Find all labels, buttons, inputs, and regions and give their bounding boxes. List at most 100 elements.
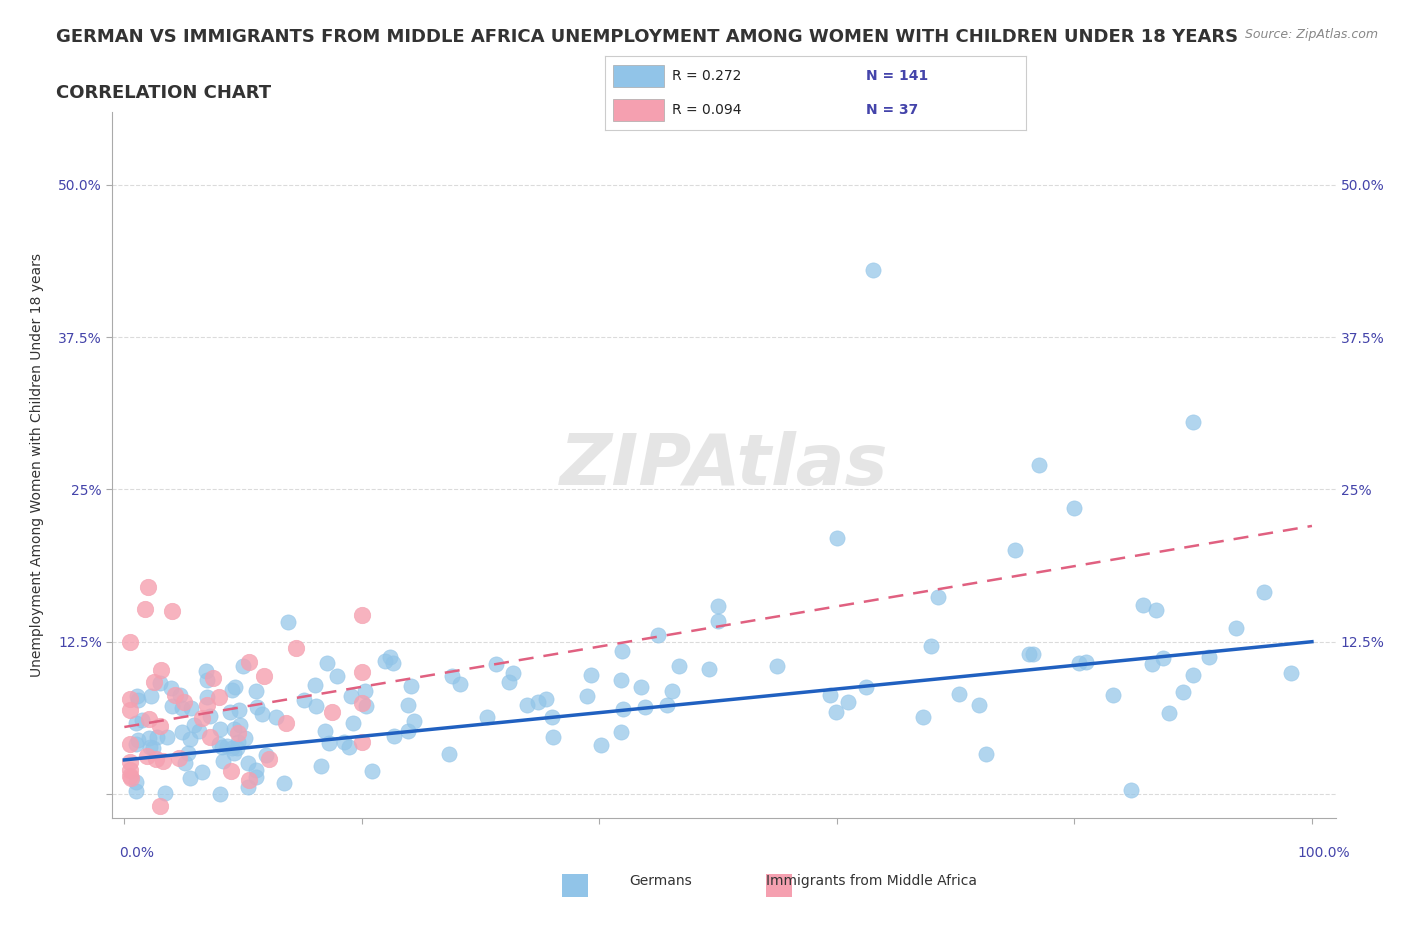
Text: 100.0%: 100.0% [1298, 846, 1350, 860]
Germans [1182, 415, 1205, 430]
Germans [316, 655, 339, 670]
Germans [1173, 684, 1195, 699]
Germans [208, 787, 231, 802]
Germans [634, 700, 657, 715]
Germans [449, 677, 471, 692]
Germans [630, 680, 652, 695]
Germans [236, 780, 259, 795]
Immigrants from Middle Africa [150, 662, 173, 677]
Germans [766, 658, 789, 673]
Germans [195, 690, 218, 705]
Germans [318, 736, 340, 751]
Germans [1279, 666, 1302, 681]
Germans [339, 689, 361, 704]
Germans [229, 717, 252, 732]
Germans [516, 698, 538, 712]
Germans [862, 262, 884, 277]
Germans [177, 746, 200, 761]
Germans [707, 613, 730, 628]
Germans [138, 731, 160, 746]
Germans [974, 747, 997, 762]
Germans [314, 724, 336, 738]
Immigrants from Middle Africa [208, 689, 231, 704]
Germans [254, 748, 277, 763]
Germans [1102, 687, 1125, 702]
Germans [221, 683, 243, 698]
Text: 0.0%: 0.0% [120, 846, 155, 860]
Immigrants from Middle Africa [219, 764, 242, 778]
Germans [707, 599, 730, 614]
Germans [170, 724, 193, 739]
Text: N = 37: N = 37 [866, 103, 918, 117]
Germans [1140, 657, 1163, 671]
Germans [855, 680, 877, 695]
Immigrants from Middle Africa [173, 695, 195, 710]
Germans [354, 698, 377, 713]
Germans [145, 730, 167, 745]
Immigrants from Middle Africa [191, 711, 214, 725]
Germans [217, 739, 239, 754]
Immigrants from Middle Africa [120, 771, 142, 786]
Germans [128, 693, 150, 708]
Germans [142, 740, 165, 755]
Immigrants from Middle Africa [135, 749, 157, 764]
Immigrants from Middle Africa [138, 711, 160, 726]
Germans [179, 731, 201, 746]
Germans [381, 656, 404, 671]
Germans [224, 679, 246, 694]
Germans [969, 698, 991, 712]
Germans [668, 658, 690, 673]
Germans [697, 662, 720, 677]
Immigrants from Middle Africa [120, 768, 142, 783]
Germans [304, 677, 326, 692]
Germans [125, 775, 148, 790]
Germans [378, 649, 401, 664]
Germans [401, 678, 423, 693]
Immigrants from Middle Africa [149, 718, 172, 733]
Germans [1144, 603, 1167, 618]
Germans [540, 710, 562, 724]
Immigrants from Middle Africa [238, 773, 260, 788]
Germans [354, 684, 377, 698]
Immigrants from Middle Africa [167, 751, 190, 765]
Germans [1198, 650, 1220, 665]
Immigrants from Middle Africa [149, 799, 172, 814]
Germans [475, 710, 498, 724]
Germans [277, 615, 299, 630]
Germans [1182, 668, 1205, 683]
Germans [576, 689, 599, 704]
Immigrants from Middle Africa [120, 692, 142, 707]
Germans [139, 689, 162, 704]
Germans [292, 693, 315, 708]
Germans [153, 786, 176, 801]
Germans [374, 653, 396, 668]
Germans [131, 713, 153, 728]
Germans [198, 709, 221, 724]
Germans [208, 737, 231, 751]
Germans [156, 730, 179, 745]
Germans [170, 700, 193, 715]
Germans [127, 733, 149, 748]
Germans [337, 740, 360, 755]
Bar [613, 99, 664, 121]
Germans [194, 663, 217, 678]
Germans [342, 716, 364, 731]
Germans [245, 770, 267, 785]
Germans [305, 699, 328, 714]
Germans [655, 698, 678, 712]
Text: ZIPAtlas: ZIPAtlas [560, 431, 889, 499]
Germans [1074, 655, 1097, 670]
Germans [245, 684, 267, 698]
Germans [612, 702, 634, 717]
Text: R = 0.272: R = 0.272 [672, 69, 741, 83]
Germans [174, 755, 197, 770]
Germans [396, 724, 419, 738]
Text: N = 141: N = 141 [866, 69, 928, 83]
Germans [382, 729, 405, 744]
Germans [1018, 646, 1040, 661]
Immigrants from Middle Africa [350, 696, 373, 711]
Immigrants from Middle Africa [120, 703, 142, 718]
Germans [225, 740, 247, 755]
Germans [211, 740, 233, 755]
Germans [825, 704, 848, 719]
